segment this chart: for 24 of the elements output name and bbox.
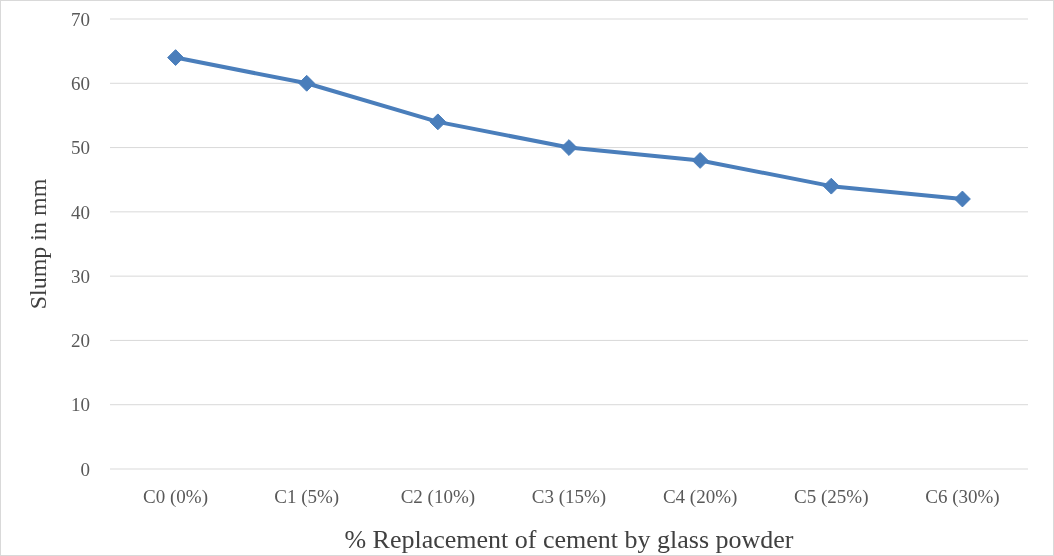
point <box>429 113 447 131</box>
y-axis-title: Slump in mm <box>25 178 51 310</box>
y-tick-label: 60 <box>71 72 90 94</box>
x-tick-label: C0 (0%) <box>143 486 209 508</box>
point <box>560 139 578 156</box>
point <box>822 177 840 195</box>
y-tick-label: 10 <box>71 394 90 416</box>
x-tick-label: C2 (10%) <box>400 486 476 508</box>
x-tick-label: C6 (30%) <box>925 486 1000 508</box>
x-tick-label: C1 (5%) <box>274 486 340 508</box>
x-tick-label: C4 (20%) <box>662 486 738 508</box>
y-tick-label: 40 <box>71 201 90 223</box>
y-tick-label: 0 <box>80 458 90 480</box>
y-tick-label: 50 <box>71 137 90 159</box>
point <box>691 152 709 169</box>
point <box>954 190 971 208</box>
point <box>167 49 184 66</box>
y-tick-label: 30 <box>71 265 90 287</box>
y-tick-label: 20 <box>71 330 90 352</box>
x-tick-label: C3 (15%) <box>531 486 607 508</box>
x-tick-label: C5 (25%) <box>794 486 869 508</box>
x-axis-title: % Replacement of cement by glass powder <box>344 525 794 554</box>
point <box>298 74 316 92</box>
y-tick-label: 70 <box>71 8 90 30</box>
